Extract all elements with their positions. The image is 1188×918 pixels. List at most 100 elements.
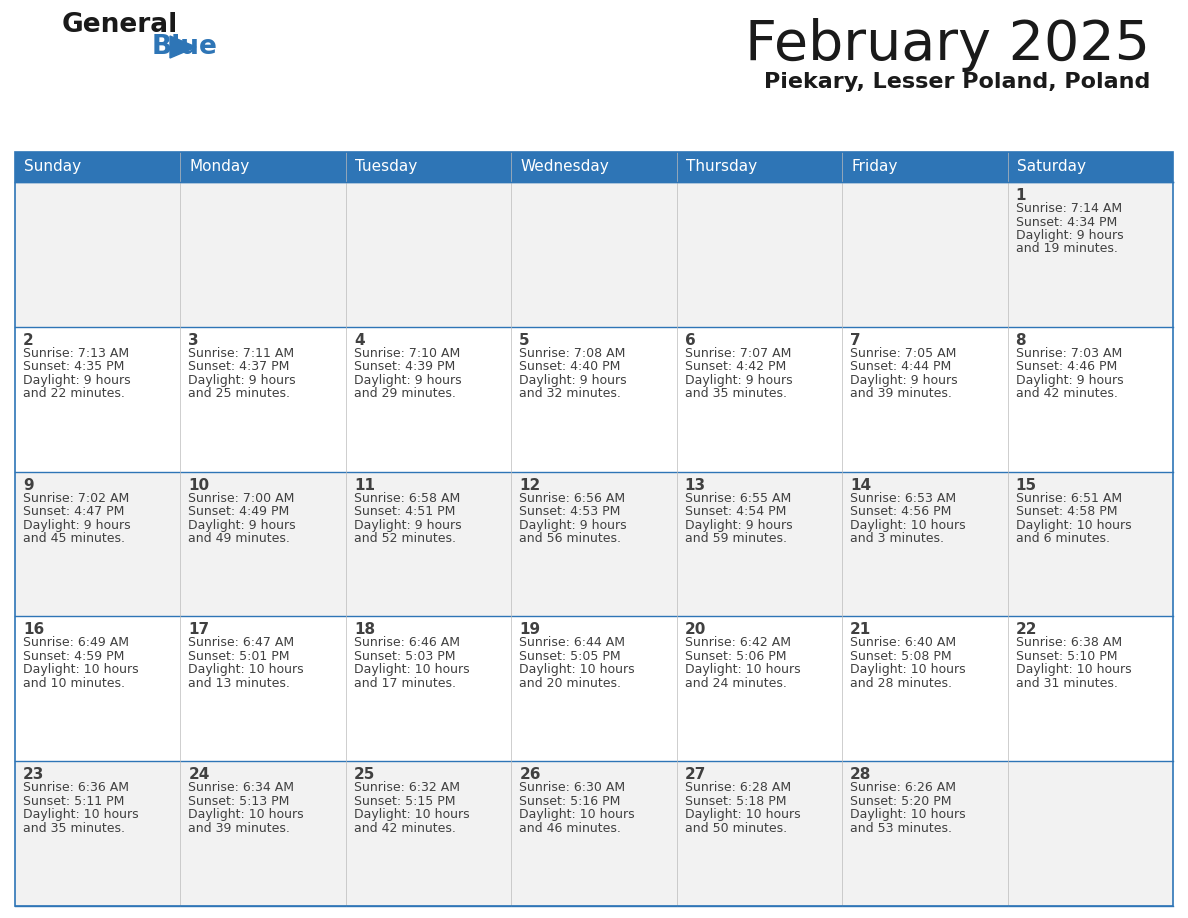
Bar: [842, 761, 1007, 906]
Text: and 39 minutes.: and 39 minutes.: [189, 822, 290, 834]
Text: Sunrise: 6:53 AM: Sunrise: 6:53 AM: [851, 492, 956, 505]
Text: 25: 25: [354, 767, 375, 782]
Text: Sunrise: 6:38 AM: Sunrise: 6:38 AM: [1016, 636, 1121, 649]
Text: 1: 1: [1016, 188, 1026, 203]
Bar: [842, 327, 1007, 472]
Text: and 17 minutes.: and 17 minutes.: [354, 677, 456, 690]
Bar: [15, 472, 181, 616]
Text: Tuesday: Tuesday: [355, 160, 417, 174]
Bar: [346, 616, 511, 761]
Text: 24: 24: [189, 767, 210, 782]
Text: and 42 minutes.: and 42 minutes.: [354, 822, 456, 834]
Bar: [15, 152, 1173, 906]
Text: Sunset: 4:37 PM: Sunset: 4:37 PM: [189, 360, 290, 374]
Bar: [181, 182, 346, 327]
Text: and 53 minutes.: and 53 minutes.: [851, 822, 952, 834]
Text: and 20 minutes.: and 20 minutes.: [519, 677, 621, 690]
Text: February 2025: February 2025: [745, 18, 1150, 72]
Bar: [346, 472, 511, 616]
Text: Daylight: 10 hours: Daylight: 10 hours: [354, 664, 469, 677]
Bar: [181, 761, 346, 906]
Text: Sunrise: 6:42 AM: Sunrise: 6:42 AM: [684, 636, 791, 649]
Text: 13: 13: [684, 477, 706, 493]
Text: and 42 minutes.: and 42 minutes.: [1016, 387, 1118, 400]
Bar: [842, 152, 1007, 182]
Text: and 45 minutes.: and 45 minutes.: [23, 532, 125, 545]
Text: Sunset: 4:46 PM: Sunset: 4:46 PM: [1016, 360, 1117, 374]
Text: Daylight: 10 hours: Daylight: 10 hours: [851, 808, 966, 822]
Text: Sunrise: 6:34 AM: Sunrise: 6:34 AM: [189, 781, 295, 794]
Bar: [677, 182, 842, 327]
Text: 10: 10: [189, 477, 209, 493]
Bar: [346, 152, 511, 182]
Text: 2: 2: [23, 333, 33, 348]
Text: 23: 23: [23, 767, 44, 782]
Text: 12: 12: [519, 477, 541, 493]
Bar: [842, 616, 1007, 761]
Text: Daylight: 10 hours: Daylight: 10 hours: [1016, 519, 1131, 532]
Text: and 24 minutes.: and 24 minutes.: [684, 677, 786, 690]
Text: Sunset: 5:15 PM: Sunset: 5:15 PM: [354, 795, 455, 808]
Text: and 10 minutes.: and 10 minutes.: [23, 677, 125, 690]
Text: 14: 14: [851, 477, 871, 493]
Text: Sunrise: 6:30 AM: Sunrise: 6:30 AM: [519, 781, 625, 794]
Text: Monday: Monday: [189, 160, 249, 174]
Text: Sunset: 4:53 PM: Sunset: 4:53 PM: [519, 505, 620, 518]
Text: Sunset: 4:39 PM: Sunset: 4:39 PM: [354, 360, 455, 374]
Text: Sunrise: 7:02 AM: Sunrise: 7:02 AM: [23, 492, 129, 505]
Text: Sunrise: 7:03 AM: Sunrise: 7:03 AM: [1016, 347, 1121, 360]
Bar: [181, 152, 346, 182]
Text: and 49 minutes.: and 49 minutes.: [189, 532, 290, 545]
Text: Sunset: 4:56 PM: Sunset: 4:56 PM: [851, 505, 952, 518]
Bar: [15, 616, 181, 761]
Text: and 22 minutes.: and 22 minutes.: [23, 387, 125, 400]
Text: and 25 minutes.: and 25 minutes.: [189, 387, 290, 400]
Text: and 59 minutes.: and 59 minutes.: [684, 532, 786, 545]
Bar: [15, 761, 181, 906]
Text: Sunrise: 6:49 AM: Sunrise: 6:49 AM: [23, 636, 129, 649]
Text: Sunrise: 6:26 AM: Sunrise: 6:26 AM: [851, 781, 956, 794]
Text: Daylight: 10 hours: Daylight: 10 hours: [851, 519, 966, 532]
Text: Daylight: 10 hours: Daylight: 10 hours: [23, 664, 139, 677]
Text: 22: 22: [1016, 622, 1037, 637]
Text: Sunset: 4:47 PM: Sunset: 4:47 PM: [23, 505, 125, 518]
Text: and 35 minutes.: and 35 minutes.: [684, 387, 786, 400]
Bar: [15, 327, 181, 472]
Text: 7: 7: [851, 333, 861, 348]
Text: Sunrise: 6:32 AM: Sunrise: 6:32 AM: [354, 781, 460, 794]
Bar: [181, 472, 346, 616]
Text: 8: 8: [1016, 333, 1026, 348]
Text: Daylight: 9 hours: Daylight: 9 hours: [23, 374, 131, 386]
Text: 15: 15: [1016, 477, 1037, 493]
Bar: [677, 761, 842, 906]
Text: Sunrise: 6:51 AM: Sunrise: 6:51 AM: [1016, 492, 1121, 505]
Text: Thursday: Thursday: [685, 160, 757, 174]
Text: 21: 21: [851, 622, 871, 637]
Text: and 19 minutes.: and 19 minutes.: [1016, 242, 1118, 255]
Text: Daylight: 10 hours: Daylight: 10 hours: [519, 664, 634, 677]
Bar: [842, 472, 1007, 616]
Text: and 28 minutes.: and 28 minutes.: [851, 677, 952, 690]
Text: Daylight: 9 hours: Daylight: 9 hours: [684, 519, 792, 532]
Text: 20: 20: [684, 622, 706, 637]
Text: 18: 18: [354, 622, 375, 637]
Text: Sunset: 5:08 PM: Sunset: 5:08 PM: [851, 650, 952, 663]
Text: 11: 11: [354, 477, 375, 493]
Bar: [1007, 327, 1173, 472]
Text: 5: 5: [519, 333, 530, 348]
Text: Daylight: 10 hours: Daylight: 10 hours: [23, 808, 139, 822]
Text: Daylight: 10 hours: Daylight: 10 hours: [354, 808, 469, 822]
Text: 6: 6: [684, 333, 695, 348]
Text: Sunrise: 6:36 AM: Sunrise: 6:36 AM: [23, 781, 129, 794]
Bar: [346, 761, 511, 906]
Text: Sunrise: 7:05 AM: Sunrise: 7:05 AM: [851, 347, 956, 360]
Bar: [511, 472, 677, 616]
Bar: [677, 327, 842, 472]
Text: Sunset: 4:49 PM: Sunset: 4:49 PM: [189, 505, 290, 518]
Text: 17: 17: [189, 622, 209, 637]
Text: Sunset: 5:20 PM: Sunset: 5:20 PM: [851, 795, 952, 808]
Text: Sunset: 5:06 PM: Sunset: 5:06 PM: [684, 650, 786, 663]
Bar: [1007, 182, 1173, 327]
Text: Sunrise: 6:40 AM: Sunrise: 6:40 AM: [851, 636, 956, 649]
Text: and 31 minutes.: and 31 minutes.: [1016, 677, 1118, 690]
